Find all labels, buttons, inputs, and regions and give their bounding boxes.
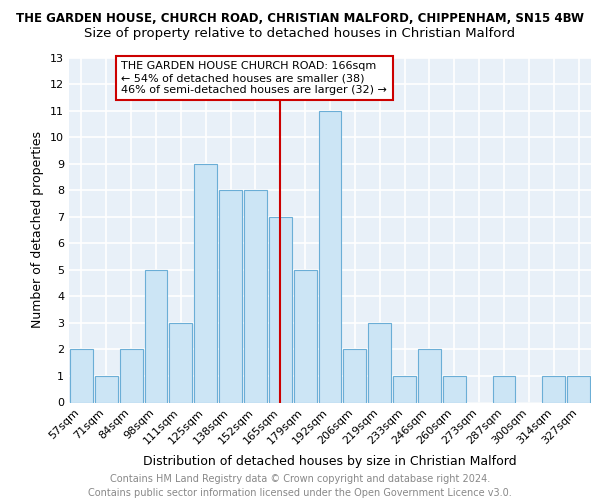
Bar bbox=[95, 376, 118, 402]
Bar bbox=[368, 323, 391, 402]
Text: Size of property relative to detached houses in Christian Malford: Size of property relative to detached ho… bbox=[85, 28, 515, 40]
Bar bbox=[120, 350, 143, 403]
Bar bbox=[393, 376, 416, 402]
Bar bbox=[493, 376, 515, 402]
Bar bbox=[319, 110, 341, 403]
Bar bbox=[244, 190, 267, 402]
Bar bbox=[269, 216, 292, 402]
Bar bbox=[169, 323, 192, 402]
Bar bbox=[294, 270, 317, 402]
Text: THE GARDEN HOUSE CHURCH ROAD: 166sqm
← 54% of detached houses are smaller (38)
4: THE GARDEN HOUSE CHURCH ROAD: 166sqm ← 5… bbox=[121, 62, 387, 94]
Text: Contains HM Land Registry data © Crown copyright and database right 2024.
Contai: Contains HM Land Registry data © Crown c… bbox=[88, 474, 512, 498]
Bar bbox=[343, 350, 366, 403]
Bar bbox=[219, 190, 242, 402]
Bar bbox=[542, 376, 565, 402]
Bar bbox=[145, 270, 167, 402]
Y-axis label: Number of detached properties: Number of detached properties bbox=[31, 132, 44, 328]
Bar bbox=[418, 350, 441, 403]
X-axis label: Distribution of detached houses by size in Christian Malford: Distribution of detached houses by size … bbox=[143, 454, 517, 468]
Bar bbox=[194, 164, 217, 402]
Bar bbox=[443, 376, 466, 402]
Bar bbox=[70, 350, 93, 403]
Bar bbox=[567, 376, 590, 402]
Text: THE GARDEN HOUSE, CHURCH ROAD, CHRISTIAN MALFORD, CHIPPENHAM, SN15 4BW: THE GARDEN HOUSE, CHURCH ROAD, CHRISTIAN… bbox=[16, 12, 584, 26]
